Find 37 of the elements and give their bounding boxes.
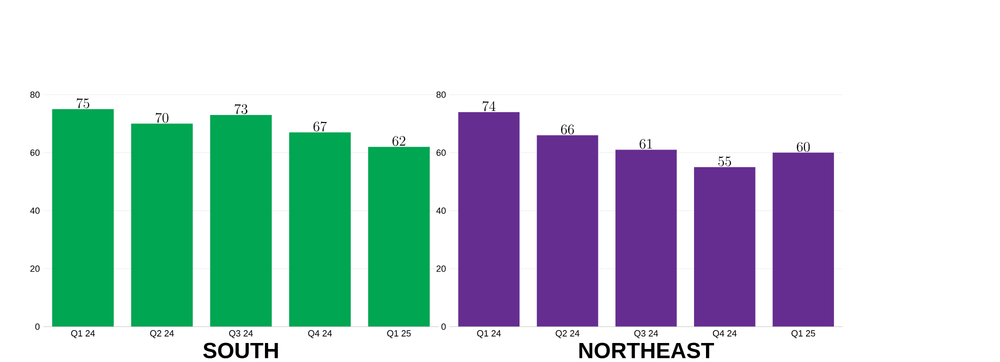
y-tick-label: 80: [436, 92, 446, 98]
data-label: 61: [640, 139, 652, 150]
data-label: 62: [392, 136, 406, 146]
data-label: 66: [561, 124, 574, 135]
y-tick-label: 40: [30, 208, 40, 214]
x-tick-label: Q3 24: [634, 330, 658, 338]
x-tick-label: Q4 24: [712, 330, 737, 338]
data-label: 70: [156, 112, 168, 123]
x-tick-label: Q4 24: [308, 330, 332, 338]
text: SOUTH: [203, 342, 278, 358]
x-tick-label: Q2 24: [150, 330, 174, 338]
y-tick-label: 80: [30, 92, 40, 98]
bar: [615, 150, 677, 327]
y-tick-label: 0: [35, 324, 40, 330]
text: NORTHEAST: [579, 342, 714, 358]
y-tick-label: 20: [30, 266, 40, 272]
y-tick-label: 60: [436, 150, 446, 156]
data-label: 73: [234, 104, 248, 114]
bar: [694, 167, 756, 327]
y-tick-label: 40: [436, 208, 446, 214]
data-label: 75: [76, 98, 90, 108]
data-label: 60: [796, 142, 810, 152]
data-label: 67: [314, 122, 327, 132]
y-tick-label: 20: [436, 266, 446, 272]
x-tick-label: Q1 25: [387, 330, 411, 338]
bar: [536, 135, 598, 327]
x-tick-label: Q1 24: [477, 330, 501, 338]
bar: [772, 152, 834, 327]
data-label: 74: [482, 101, 496, 112]
y-tick-label: 0: [441, 324, 446, 330]
bar: [458, 112, 520, 327]
data-label: 55: [718, 156, 732, 166]
y-tick-label: 60: [30, 150, 40, 156]
x-tick-label: Q3 24: [229, 330, 253, 338]
x-tick-label: Q1 25: [792, 330, 816, 338]
x-tick-label: Q2 24: [556, 330, 580, 338]
x-tick-label: Q1 24: [71, 330, 95, 338]
